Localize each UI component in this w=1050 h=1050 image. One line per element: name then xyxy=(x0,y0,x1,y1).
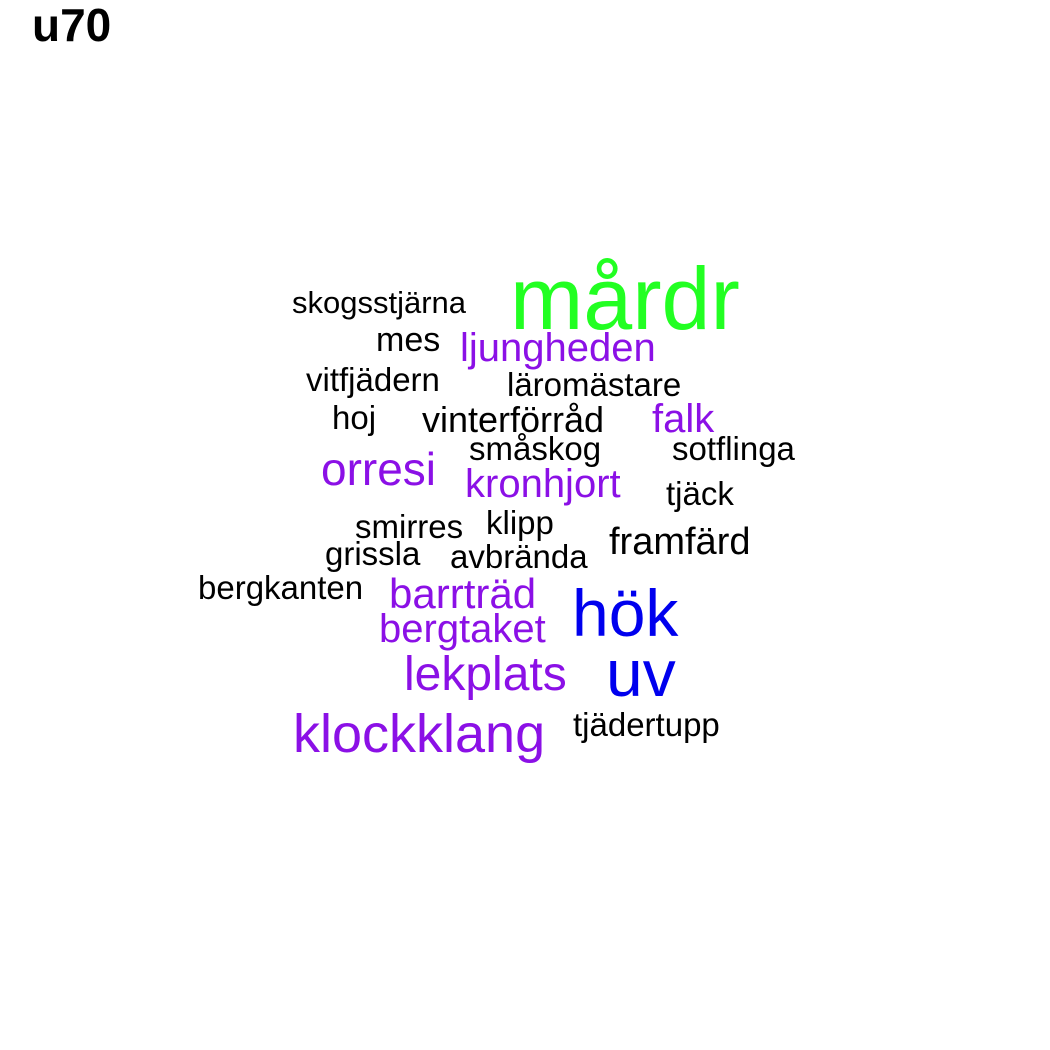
word-tjadertupp: tjädertupp xyxy=(573,706,720,743)
word-orresi: orresi xyxy=(321,443,437,495)
word-smirres: smirres xyxy=(355,508,464,545)
word-bergkanten: bergkanten xyxy=(198,569,364,606)
word-grissla: grissla xyxy=(325,535,421,572)
word-sotflinga: sotflinga xyxy=(672,430,795,467)
word-smaskog: småskog xyxy=(469,430,602,467)
word-ljungheden: ljungheden xyxy=(460,326,656,370)
word-barrtrad: barrträd xyxy=(389,570,537,617)
word-lekplats: lekplats xyxy=(404,648,567,701)
word-mard: mårdr xyxy=(510,249,740,348)
word-klipp: klipp xyxy=(486,504,554,541)
word-klockklang: klockklang xyxy=(293,704,546,764)
word-bergtaket: bergtaket xyxy=(379,607,546,651)
word-mes: mes xyxy=(376,321,441,359)
word-skogsstjarna: skogsstjärna xyxy=(292,285,467,320)
page-title: u70 xyxy=(32,0,112,51)
word-hok: hök xyxy=(572,576,679,650)
word-vinterforrad: vinterförråd xyxy=(422,399,605,440)
word-uv: uv xyxy=(606,636,676,710)
word-hoj: hoj xyxy=(332,399,377,436)
word-vitfjadern: vitfjädern xyxy=(306,361,440,398)
word-tjack: tjäck xyxy=(666,475,734,512)
word-falk: falk xyxy=(652,397,715,441)
word-framfard: framfärd xyxy=(609,521,751,563)
word-laromastare: läromästare xyxy=(507,366,682,403)
word-avbranda: avbrända xyxy=(450,538,588,575)
word-kronhjort: kronhjort xyxy=(465,462,621,506)
